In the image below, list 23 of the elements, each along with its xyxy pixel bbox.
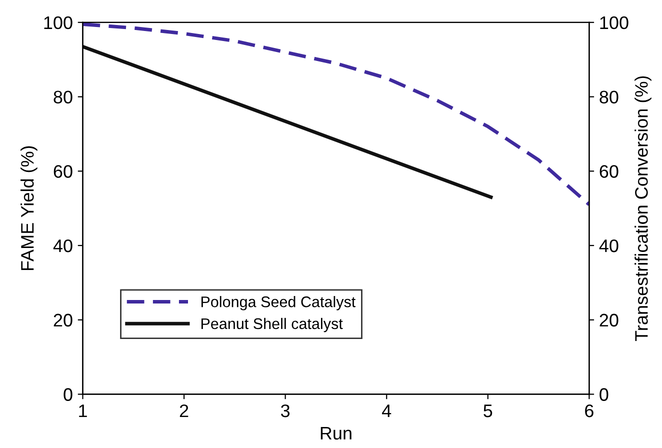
x-tick-label: 6	[585, 404, 594, 418]
x-tick-label: 2	[180, 404, 188, 418]
x-axis-title: Run	[320, 427, 352, 440]
y-tick-label: 0	[64, 388, 72, 401]
x-tick-label: 4	[382, 404, 392, 418]
x-tick-label: 3	[280, 404, 290, 418]
y2-tick-label: 100	[600, 16, 628, 30]
y2-tick-label: 40	[599, 239, 618, 252]
legend-label: Polonga Seed Catalyst	[201, 296, 356, 310]
y-tick-label: 40	[53, 239, 72, 252]
y-tick-label: 80	[54, 90, 72, 104]
y-axis-title: FAME Yield (%)	[20, 146, 38, 270]
x-tick-label: 1	[79, 404, 87, 418]
x-tick-label: 5	[484, 404, 492, 418]
y2-tick-label: 80	[600, 90, 618, 104]
y2-tick-label: 60	[600, 165, 618, 178]
y2-tick-label: 20	[600, 314, 618, 327]
y-tick-label: 100	[44, 16, 72, 30]
legend-label: Peanut Shell catalyst	[201, 318, 343, 332]
y-tick-label: 20	[54, 314, 72, 327]
y-tick-label: 60	[54, 165, 72, 178]
y2-axis-title: Transestrification Conversion (%)	[634, 76, 652, 342]
y2-tick-label: 0	[600, 388, 608, 401]
